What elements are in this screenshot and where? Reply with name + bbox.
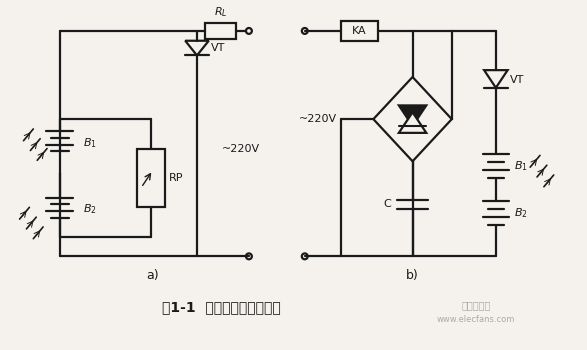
Text: ~220V: ~220V bbox=[298, 114, 336, 124]
Text: a): a) bbox=[147, 270, 159, 282]
Text: $B_1$: $B_1$ bbox=[83, 136, 97, 149]
Circle shape bbox=[246, 253, 252, 259]
Text: b): b) bbox=[406, 270, 419, 282]
Circle shape bbox=[302, 253, 308, 259]
Polygon shape bbox=[399, 105, 426, 126]
Text: C: C bbox=[383, 199, 391, 209]
Text: VT: VT bbox=[510, 75, 524, 85]
Text: www.elecfans.com: www.elecfans.com bbox=[437, 315, 515, 323]
Circle shape bbox=[246, 28, 252, 34]
Text: 图1-1  无电源光控开关电路: 图1-1 无电源光控开关电路 bbox=[162, 300, 281, 314]
Bar bbox=[205, 23, 236, 39]
Text: 电子发烧友: 电子发烧友 bbox=[461, 300, 491, 310]
Polygon shape bbox=[484, 70, 508, 88]
Bar bbox=[137, 148, 164, 207]
Text: RP: RP bbox=[168, 173, 183, 183]
Text: KA: KA bbox=[352, 26, 367, 36]
Text: $B_1$: $B_1$ bbox=[514, 159, 527, 173]
Bar bbox=[341, 21, 378, 41]
Text: $B_2$: $B_2$ bbox=[514, 206, 527, 220]
Circle shape bbox=[302, 28, 308, 34]
Text: $R_L$: $R_L$ bbox=[214, 5, 227, 19]
Text: $B_2$: $B_2$ bbox=[83, 202, 97, 216]
Polygon shape bbox=[373, 77, 452, 161]
Polygon shape bbox=[185, 41, 209, 55]
Text: ~220V: ~220V bbox=[222, 144, 260, 154]
Text: VT: VT bbox=[211, 43, 225, 52]
Polygon shape bbox=[399, 112, 426, 133]
